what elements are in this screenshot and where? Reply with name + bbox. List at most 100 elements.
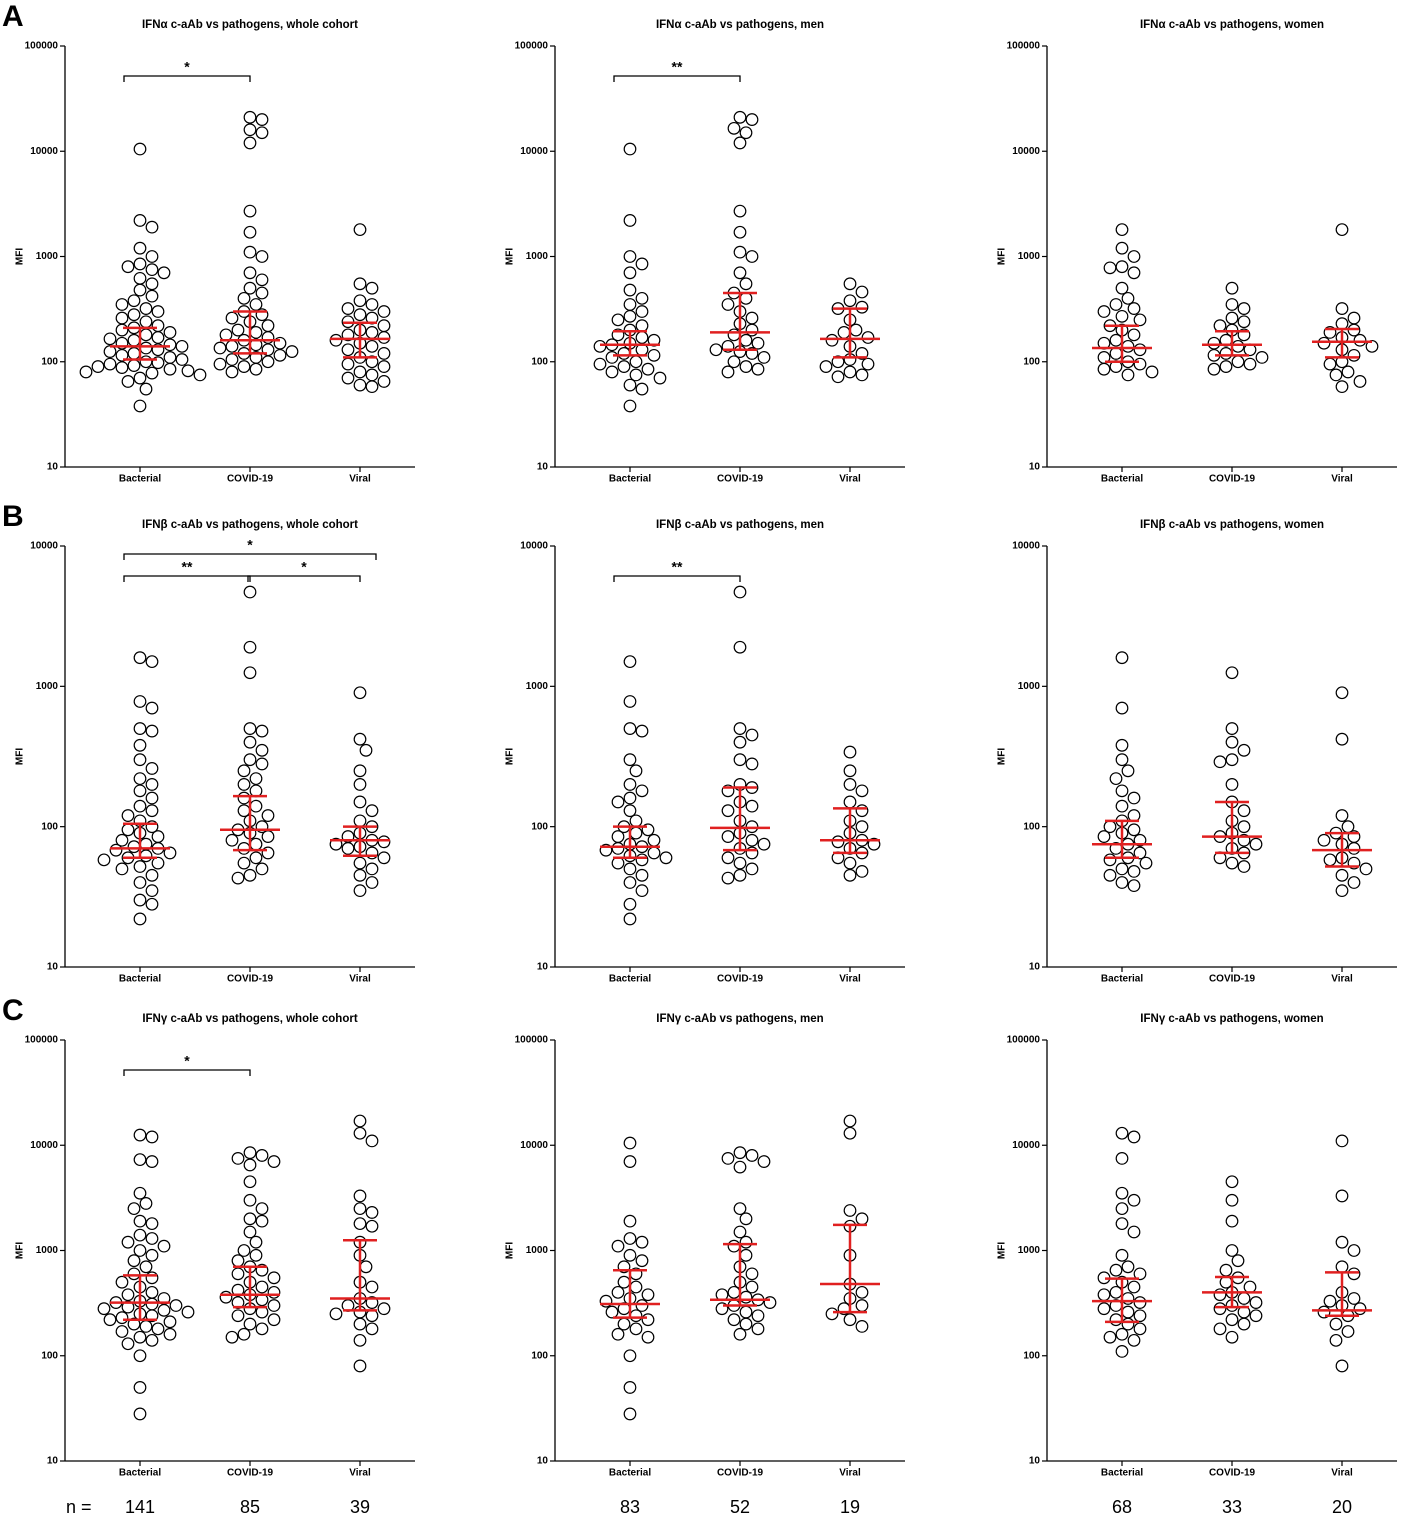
- chart: IFNα c-aAb vs pathogens, men MFI 10 100 1000…: [505, 19, 905, 485]
- data-point: [133, 912, 147, 926]
- data-point: [1127, 1193, 1141, 1207]
- data-point: [145, 724, 159, 738]
- data-point: [1127, 1130, 1141, 1144]
- data-point: [745, 323, 759, 337]
- data-point: [243, 722, 257, 735]
- data-point: [267, 1155, 281, 1168]
- data-point: [745, 728, 759, 742]
- data-point: [249, 772, 263, 786]
- data-point: [1255, 350, 1269, 364]
- data-point: [635, 331, 649, 344]
- data-point: [1237, 743, 1251, 757]
- data-point: [1219, 1263, 1233, 1277]
- data-point: [1243, 357, 1257, 371]
- chart: IFNγ c-aAb vs pathogens, women MFI 10 100 10…: [997, 1013, 1397, 1479]
- data-point: [133, 271, 147, 285]
- data-point: [1225, 753, 1239, 767]
- data-point: [635, 868, 649, 882]
- data-point: [1225, 1193, 1239, 1207]
- data-point: [133, 1330, 147, 1344]
- data-point: [243, 266, 257, 280]
- data-point: [365, 862, 379, 876]
- data-point: [243, 204, 257, 218]
- data-point: [1115, 784, 1129, 798]
- data-point: [623, 1407, 637, 1421]
- data-point: [721, 804, 735, 818]
- data-point: [611, 313, 625, 327]
- data-point: [145, 366, 159, 380]
- data-point: [219, 1290, 233, 1304]
- data-point: [243, 281, 257, 295]
- data-point: [1225, 666, 1239, 680]
- data-point: [1347, 311, 1361, 325]
- data-point: [91, 360, 105, 373]
- data-point: [145, 1155, 159, 1168]
- count-label: 33: [1222, 1497, 1242, 1517]
- data-point: [145, 1309, 159, 1323]
- y-axis-label: MFI: [505, 1242, 516, 1259]
- data-point: [1127, 864, 1141, 878]
- data-point: [115, 348, 129, 362]
- data-point: [1335, 1235, 1349, 1249]
- data-point: [635, 291, 649, 305]
- y-tick-label: 100: [1023, 821, 1040, 832]
- data-point: [861, 331, 875, 344]
- data-point: [745, 113, 759, 126]
- data-point: [1237, 328, 1251, 342]
- data-point: [647, 333, 661, 347]
- data-point: [1121, 764, 1135, 778]
- data-point: [641, 1330, 655, 1344]
- data-point: [133, 1244, 147, 1257]
- data-point: [133, 1186, 147, 1200]
- data-point: [733, 735, 747, 749]
- data-point: [611, 842, 625, 855]
- data-point: [329, 837, 343, 851]
- data-point: [145, 701, 159, 715]
- data-point: [377, 835, 391, 849]
- data-point: [1347, 1244, 1361, 1257]
- data-point: [635, 319, 649, 333]
- data-point: [611, 1285, 625, 1299]
- data-point: [739, 1290, 753, 1304]
- data-point: [739, 1317, 753, 1331]
- data-point: [1127, 791, 1141, 805]
- data-point: [1323, 853, 1337, 867]
- data-point: [617, 360, 631, 373]
- data-point: [745, 250, 759, 263]
- data-point: [237, 856, 251, 870]
- data-point: [225, 365, 239, 379]
- data-point: [163, 1327, 177, 1341]
- data-point: [843, 795, 857, 809]
- data-point: [127, 1267, 141, 1281]
- significance-bracket: [123, 1069, 251, 1076]
- data-point: [231, 1296, 245, 1309]
- data-point: [751, 362, 765, 376]
- data-point: [733, 225, 747, 239]
- data-point: [255, 113, 269, 126]
- data-point: [1109, 1285, 1123, 1299]
- data-point: [255, 1214, 269, 1228]
- data-point: [727, 1239, 741, 1253]
- data-point: [1145, 365, 1159, 379]
- data-point: [855, 1285, 869, 1299]
- significance-bracket: [613, 575, 741, 582]
- data-point: [255, 862, 269, 876]
- y-tick-label: 100: [41, 1350, 58, 1361]
- data-point: [261, 830, 275, 843]
- data-point: [145, 277, 159, 291]
- chart: IFNα c-aAb vs pathogens, whole cohort MFI…: [15, 19, 415, 485]
- data-point: [1225, 856, 1239, 870]
- data-point: [243, 1158, 257, 1172]
- data-point: [843, 365, 857, 379]
- data-point: [843, 1126, 857, 1140]
- data-point: [1121, 1305, 1135, 1319]
- data-point: [739, 1235, 753, 1249]
- data-point: [745, 757, 759, 771]
- data-point: [1115, 876, 1129, 889]
- data-point: [365, 804, 379, 818]
- data-point: [1109, 1263, 1123, 1277]
- data-point: [1213, 755, 1227, 769]
- data-point: [1097, 1302, 1111, 1316]
- data-point: [267, 1271, 281, 1285]
- data-point: [145, 762, 159, 775]
